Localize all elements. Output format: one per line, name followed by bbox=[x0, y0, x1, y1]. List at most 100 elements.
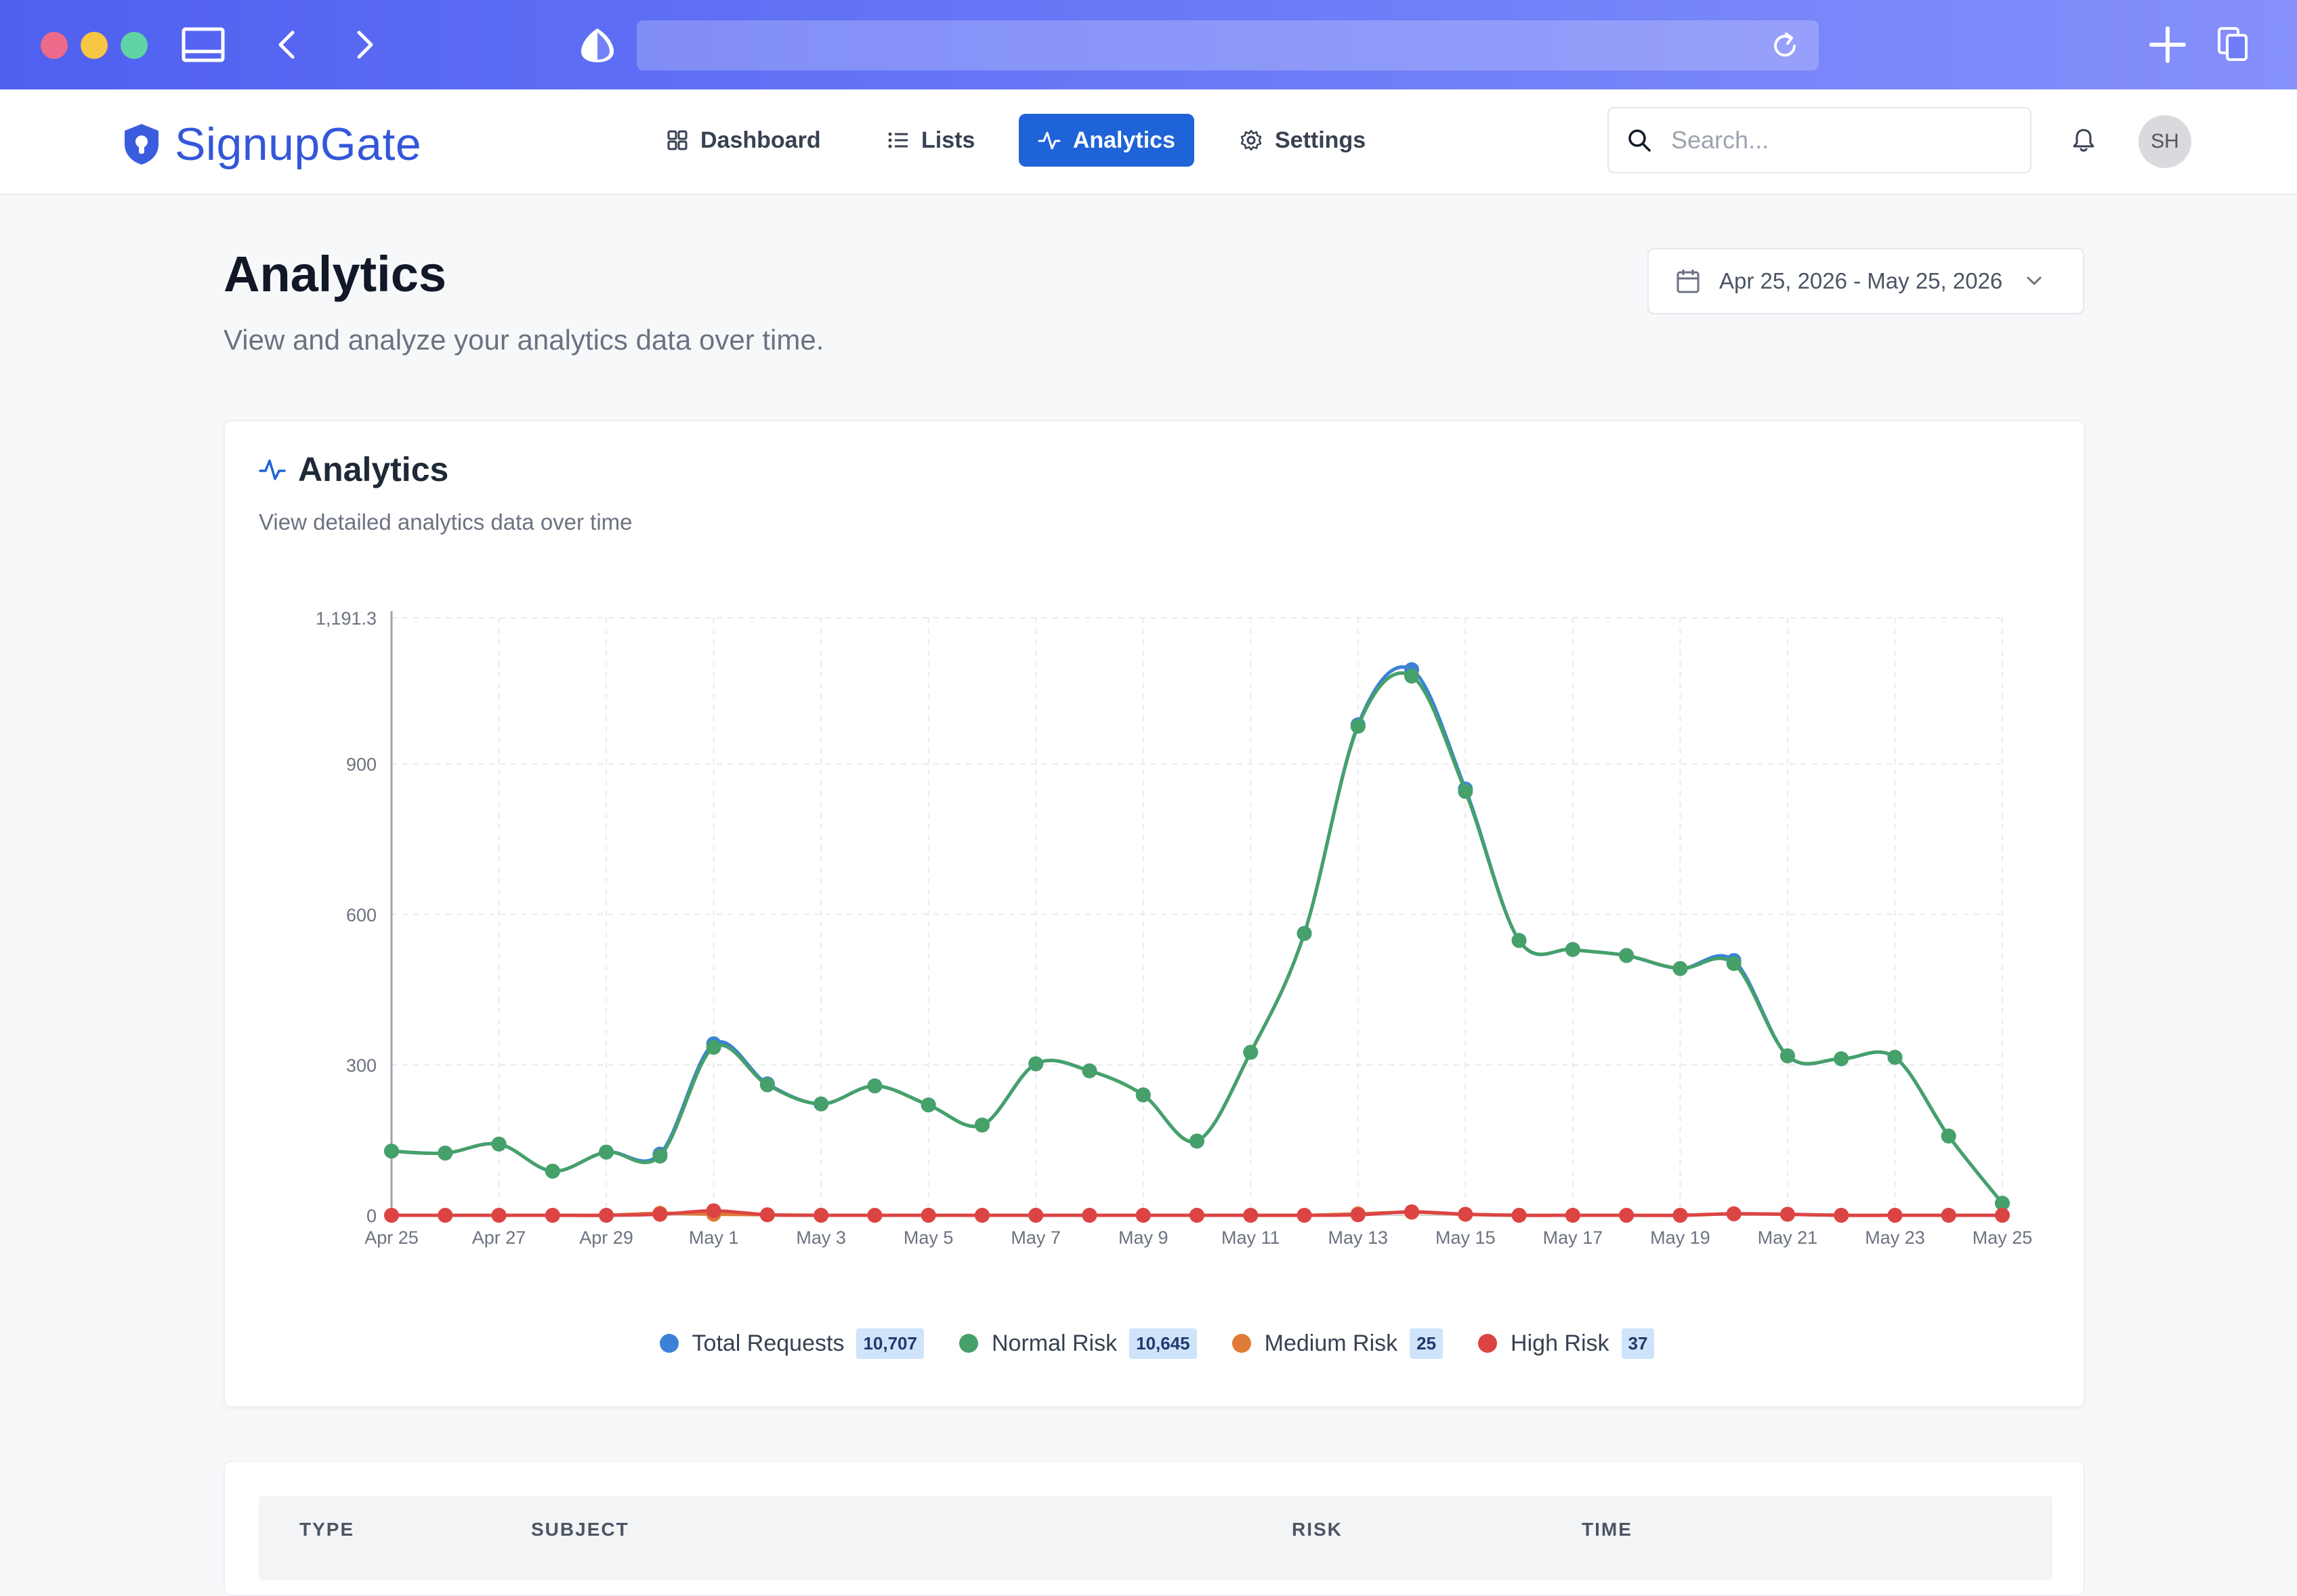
list-icon bbox=[888, 132, 908, 148]
table-header-row bbox=[259, 1496, 2052, 1580]
nav-settings-label: Settings bbox=[1275, 127, 1366, 153]
data-point bbox=[1404, 1204, 1420, 1219]
legend-label: High Risk bbox=[1511, 1330, 1609, 1356]
legend-count-badge: 10,707 bbox=[856, 1328, 924, 1359]
data-point bbox=[1834, 1051, 1849, 1067]
data-point bbox=[1779, 1206, 1795, 1222]
date-range-picker[interactable]: Apr 25, 2026 - May 25, 2026 bbox=[1647, 248, 2084, 314]
tabs-overview-icon[interactable] bbox=[2216, 26, 2249, 62]
search-input[interactable] bbox=[1671, 126, 1996, 154]
data-point bbox=[814, 1096, 829, 1112]
search-box[interactable] bbox=[1607, 107, 2031, 173]
reload-icon[interactable] bbox=[1770, 31, 1800, 61]
nav-lists[interactable]: Lists bbox=[868, 114, 994, 167]
data-point bbox=[652, 1206, 668, 1222]
data-point bbox=[1028, 1208, 1044, 1223]
legend-count-badge: 10,645 bbox=[1129, 1328, 1197, 1359]
sidebar-toggle-icon[interactable] bbox=[182, 27, 225, 62]
data-point bbox=[1243, 1208, 1259, 1223]
address-bar[interactable] bbox=[637, 20, 1819, 70]
data-point bbox=[1511, 1208, 1527, 1223]
activity-icon bbox=[259, 459, 286, 480]
forward-arrow-icon[interactable] bbox=[355, 30, 375, 60]
requests-table: TYPE SUBJECT RISK TIME bbox=[224, 1461, 2085, 1596]
page-title: Analytics bbox=[224, 246, 447, 302]
data-point bbox=[1672, 1208, 1688, 1223]
legend-item-normal-risk[interactable]: Normal Risk 10,645 bbox=[958, 1328, 1197, 1359]
series-line-normal-risk bbox=[391, 671, 2004, 1204]
data-point bbox=[974, 1117, 990, 1133]
window-minimize-button[interactable] bbox=[81, 32, 108, 59]
data-point bbox=[1189, 1133, 1204, 1149]
data-point bbox=[599, 1208, 614, 1223]
data-point bbox=[867, 1208, 883, 1223]
legend-item-medium-risk[interactable]: Medium Risk 25 bbox=[1231, 1328, 1443, 1359]
data-point bbox=[1726, 1206, 1742, 1221]
back-arrow-icon[interactable] bbox=[276, 30, 297, 60]
data-point bbox=[384, 1143, 399, 1159]
data-point bbox=[1565, 942, 1580, 957]
nav-dashboard[interactable]: Dashboard bbox=[648, 114, 840, 167]
legend-label: Normal Risk bbox=[991, 1330, 1118, 1356]
x-tick-label: May 7 bbox=[1011, 1227, 1061, 1248]
series-line-total-requests bbox=[391, 665, 2004, 1204]
data-point bbox=[384, 1208, 399, 1223]
data-point bbox=[1511, 933, 1527, 948]
x-tick-label: May 23 bbox=[1865, 1227, 1925, 1248]
data-point bbox=[706, 1203, 721, 1219]
nav-dashboard-label: Dashboard bbox=[700, 127, 821, 153]
x-tick-label: May 21 bbox=[1758, 1227, 1818, 1248]
y-tick-label: 0 bbox=[366, 1206, 377, 1226]
legend-item-high-risk[interactable]: High Risk 37 bbox=[1478, 1328, 1655, 1359]
data-point bbox=[814, 1208, 829, 1223]
bell-icon[interactable] bbox=[2071, 127, 2096, 154]
legend-item-total-requests[interactable]: Total Requests 10,707 bbox=[659, 1328, 924, 1359]
column-header-risk[interactable]: RISK bbox=[1292, 1519, 1343, 1540]
data-point bbox=[1619, 1208, 1635, 1223]
data-point bbox=[1834, 1208, 1849, 1223]
data-point bbox=[1941, 1129, 1956, 1144]
data-point bbox=[1565, 1208, 1580, 1223]
data-point bbox=[1189, 1208, 1204, 1223]
window-close-button[interactable] bbox=[41, 32, 68, 59]
data-point bbox=[759, 1077, 775, 1093]
app-logo[interactable]: SignupGate bbox=[122, 118, 421, 171]
data-point bbox=[1350, 1207, 1366, 1223]
app-name: SignupGate bbox=[175, 119, 422, 170]
x-tick-label: May 9 bbox=[1118, 1227, 1168, 1248]
x-tick-label: May 17 bbox=[1543, 1227, 1603, 1248]
user-avatar[interactable]: SH bbox=[2138, 115, 2191, 168]
column-header-subject[interactable]: SUBJECT bbox=[531, 1519, 629, 1540]
data-point bbox=[438, 1208, 453, 1223]
data-point bbox=[1135, 1087, 1151, 1103]
data-point bbox=[1887, 1049, 1903, 1065]
data-point bbox=[545, 1208, 560, 1223]
y-tick-label: 900 bbox=[346, 755, 377, 775]
x-tick-label: Apr 25 bbox=[364, 1227, 419, 1248]
data-point bbox=[1404, 669, 1420, 684]
data-point bbox=[1672, 961, 1688, 976]
data-point bbox=[1350, 719, 1366, 734]
analytics-card: Analytics View detailed analytics data o… bbox=[224, 420, 2085, 1408]
new-tab-plus-icon[interactable] bbox=[2149, 26, 2187, 64]
card-title: Analytics bbox=[259, 450, 448, 489]
window-zoom-button[interactable] bbox=[121, 32, 148, 59]
shield-logo-icon bbox=[125, 124, 159, 165]
data-point bbox=[1887, 1208, 1903, 1223]
data-point bbox=[1297, 1208, 1312, 1223]
data-point bbox=[706, 1039, 721, 1055]
nav-lists-label: Lists bbox=[921, 127, 975, 153]
x-tick-label: May 15 bbox=[1435, 1227, 1496, 1248]
data-point bbox=[1297, 925, 1312, 941]
nav-settings[interactable]: Settings bbox=[1221, 114, 1385, 167]
legend-dot bbox=[958, 1334, 978, 1353]
column-header-time[interactable]: TIME bbox=[1582, 1519, 1632, 1540]
data-point bbox=[921, 1097, 936, 1113]
data-point bbox=[1458, 1206, 1473, 1222]
data-point bbox=[1082, 1208, 1097, 1223]
calendar-icon bbox=[1677, 270, 1700, 293]
nav-analytics[interactable]: Analytics bbox=[1019, 114, 1194, 167]
column-header-type[interactable]: TYPE bbox=[299, 1519, 355, 1540]
shield-privacy-icon[interactable] bbox=[577, 26, 618, 65]
data-point bbox=[491, 1136, 507, 1152]
